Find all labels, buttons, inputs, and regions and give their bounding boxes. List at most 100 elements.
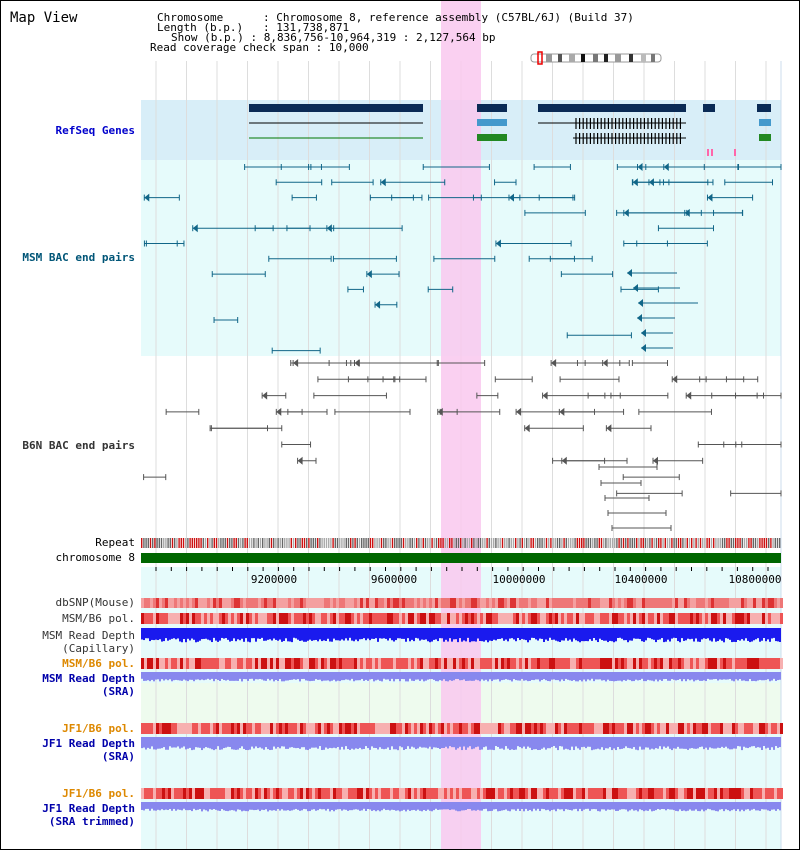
gene-block (477, 134, 507, 141)
heat-cell (405, 658, 408, 669)
repeat-mark (708, 538, 710, 548)
heat-cell (540, 788, 543, 799)
depth-bar (353, 737, 355, 750)
depth-bar (587, 737, 589, 747)
track-label-msm-depth-sra-2: (SRA) (101, 685, 135, 698)
repeat-mark (710, 538, 713, 548)
depth-bar (471, 628, 473, 642)
depth-bar (647, 737, 649, 748)
depth-bar (755, 802, 757, 811)
repeat-mark (424, 538, 427, 548)
depth-bar (265, 737, 267, 748)
depth-bar (589, 802, 591, 811)
depth-bar (225, 737, 227, 748)
heat-cell (468, 658, 471, 669)
repeat-mark (561, 538, 563, 548)
heat-cell (738, 613, 741, 624)
depth-bar (207, 802, 209, 812)
heat-cell (591, 613, 594, 624)
heat-cell (651, 723, 654, 734)
track-label-b6n-bac[interactable]: B6N BAC end pairs (22, 439, 135, 452)
heat-cell (519, 613, 522, 624)
depth-bar (725, 672, 727, 680)
heat-cell (654, 658, 657, 669)
depth-bar (443, 628, 445, 642)
repeat-mark (768, 538, 770, 548)
depth-bar (605, 802, 607, 811)
depth-bar (261, 628, 263, 638)
heat-cell (399, 658, 402, 669)
depth-bar (469, 802, 471, 810)
heat-cell (450, 598, 453, 608)
heat-cell (729, 658, 732, 669)
repeat-mark (534, 538, 537, 548)
heat-cell (780, 788, 783, 799)
heat-cell (162, 658, 165, 669)
depth-bar (637, 628, 639, 639)
depth-bar (409, 628, 411, 642)
depth-bar (451, 737, 453, 748)
depth-bar (527, 672, 529, 682)
depth-bar (305, 628, 307, 642)
depth-bar (659, 628, 661, 640)
repeat-mark (330, 538, 332, 548)
heat-cell (396, 658, 399, 669)
depth-bar (291, 628, 293, 643)
heat-cell (216, 598, 219, 608)
depth-bar (687, 737, 689, 750)
heat-cell (267, 723, 270, 734)
heat-cell (609, 723, 612, 734)
depth-bar (209, 672, 211, 680)
depth-bar (747, 802, 749, 810)
heat-cell (684, 723, 687, 734)
depth-bar (441, 737, 443, 749)
heat-cell (306, 658, 309, 669)
depth-bar (513, 672, 515, 680)
depth-bar (549, 628, 551, 638)
depth-bar (675, 737, 677, 749)
depth-bar (611, 802, 613, 810)
heat-cell (192, 613, 195, 624)
depth-bar (391, 672, 393, 679)
repeat-mark (242, 538, 244, 548)
depth-bar (167, 737, 169, 750)
depth-bar (243, 672, 245, 680)
depth-bar (445, 672, 447, 682)
track-label-refseq[interactable]: RefSeq Genes (55, 124, 135, 137)
depth-bar (165, 628, 167, 639)
depth-bar (713, 737, 715, 749)
depth-bar (541, 737, 543, 749)
depth-bar (423, 672, 425, 682)
depth-bar (195, 802, 197, 811)
depth-bar (447, 672, 449, 682)
depth-bar (507, 672, 509, 680)
heat-cell (567, 723, 570, 734)
depth-bar (593, 672, 595, 682)
depth-bar (663, 672, 665, 680)
heat-cell (471, 723, 474, 734)
heat-cell (615, 613, 618, 624)
depth-bar (433, 628, 435, 640)
heat-cell (609, 598, 612, 608)
heat-cell (222, 723, 225, 734)
heat-cell (618, 658, 621, 669)
depth-bar (323, 737, 325, 750)
track-label-msm-bac[interactable]: MSM BAC end pairs (22, 251, 135, 264)
depth-bar (297, 737, 299, 748)
depth-bar (769, 802, 771, 812)
heat-cell (621, 598, 624, 608)
heat-cell (780, 658, 783, 669)
heat-cell (423, 723, 426, 734)
repeat-mark (512, 538, 515, 548)
depth-bar (727, 737, 729, 749)
repeat-mark (352, 538, 354, 548)
depth-bar (405, 628, 407, 642)
heat-cell (558, 613, 561, 624)
repeat-mark (218, 538, 220, 548)
heat-cell (453, 598, 456, 608)
depth-bar (205, 737, 207, 748)
repeat-mark (706, 538, 708, 548)
repeat-mark (323, 538, 325, 548)
heat-cell (171, 598, 174, 608)
heat-cell (666, 598, 669, 608)
